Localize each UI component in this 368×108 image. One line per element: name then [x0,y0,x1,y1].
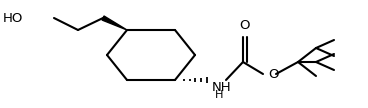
Polygon shape [102,16,127,30]
Text: O: O [239,19,249,32]
Text: HO: HO [3,11,24,25]
Text: NH: NH [212,81,231,94]
Text: O: O [268,68,279,80]
Text: H: H [215,90,223,100]
